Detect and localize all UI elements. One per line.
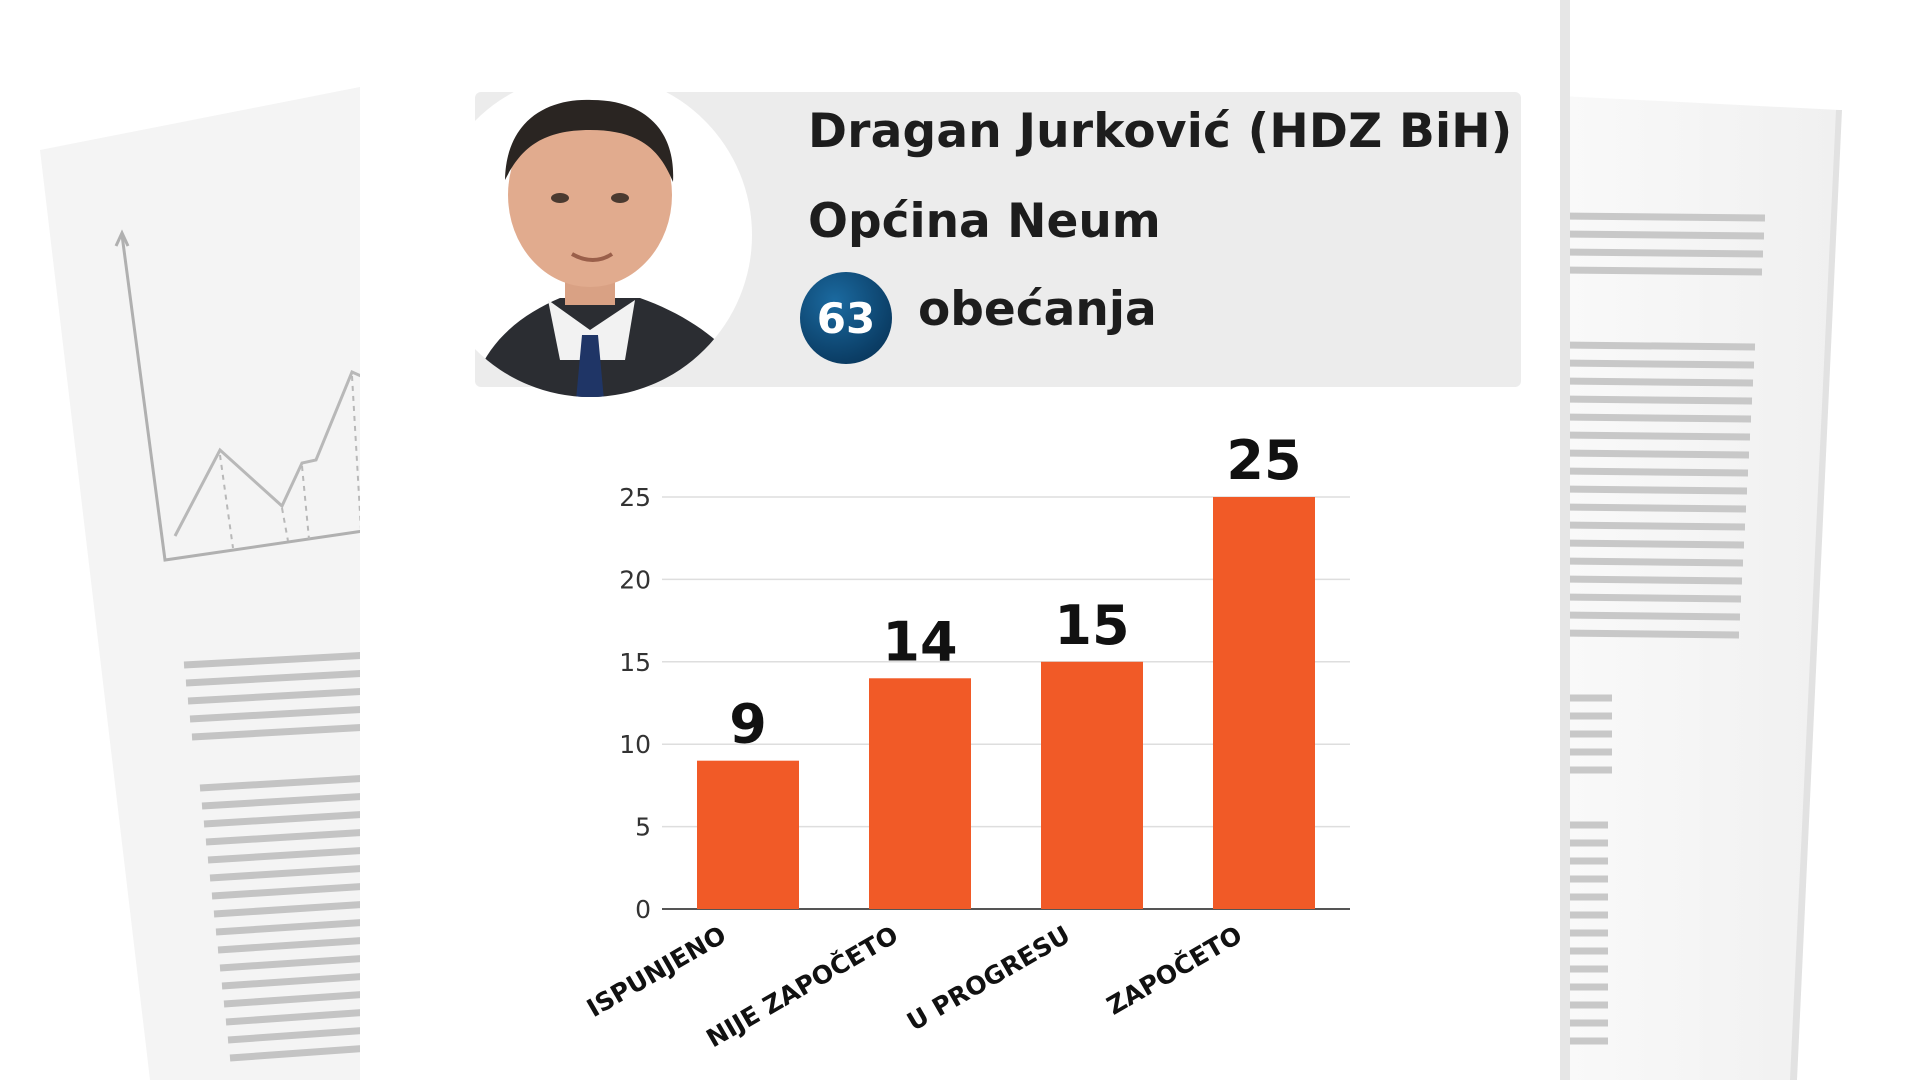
data-label: 9 bbox=[729, 693, 767, 756]
bar bbox=[697, 760, 799, 909]
data-label: 25 bbox=[1226, 429, 1301, 492]
decorative-text-lines bbox=[183, 651, 371, 1062]
bar bbox=[1213, 497, 1315, 909]
decorative-line-chart-icon bbox=[114, 229, 371, 562]
y-tick-label: 5 bbox=[635, 813, 651, 842]
y-tick-label: 15 bbox=[619, 648, 651, 677]
y-tick-label: 0 bbox=[635, 895, 651, 924]
y-tick-label: 25 bbox=[619, 483, 651, 512]
bar bbox=[869, 678, 971, 909]
header-panel bbox=[475, 92, 1521, 387]
data-label: 15 bbox=[1054, 594, 1129, 657]
y-tick-label: 10 bbox=[619, 730, 651, 759]
candidate-name: Dragan Jurković (HDZ BiH) bbox=[808, 104, 1513, 159]
data-label: 14 bbox=[882, 610, 957, 673]
y-tick-label: 20 bbox=[619, 565, 651, 594]
promise-count-badge: 63 bbox=[800, 272, 892, 364]
bar bbox=[1041, 661, 1143, 909]
background-paper-right bbox=[1540, 95, 1842, 1080]
promise-count-label: obećanja bbox=[918, 282, 1157, 337]
municipality-name: Općina Neum bbox=[808, 194, 1161, 249]
person-portrait-icon bbox=[428, 73, 752, 397]
